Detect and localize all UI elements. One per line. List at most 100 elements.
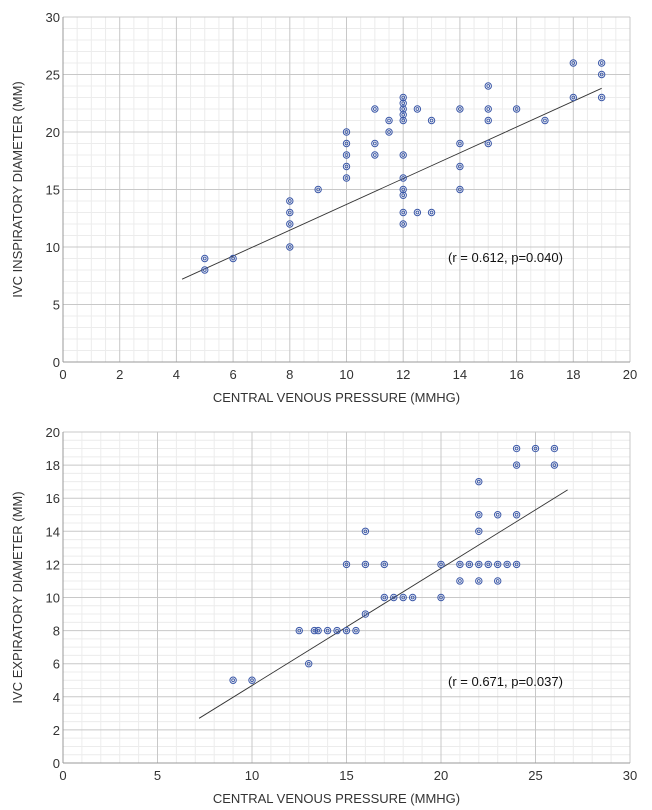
data-point [427, 116, 436, 125]
data-point [399, 191, 407, 199]
data-point [437, 593, 445, 602]
y-tick-label: 18 [46, 458, 60, 473]
y-tick-label: 20 [46, 425, 60, 440]
x-tick-label: 12 [396, 367, 410, 382]
data-point [399, 151, 407, 159]
data-point [456, 139, 464, 148]
y-tick-label: 10 [46, 591, 60, 606]
data-point [456, 162, 464, 171]
data-point [361, 527, 370, 535]
data-point [371, 139, 379, 148]
data-point [286, 208, 294, 217]
data-point [512, 560, 521, 569]
y-tick-label: 5 [53, 298, 60, 313]
data-point [286, 243, 294, 251]
data-point [342, 626, 351, 635]
data-point [390, 593, 398, 602]
x-tick-label: 2 [116, 367, 123, 382]
data-point [286, 197, 294, 205]
data-point [385, 116, 393, 125]
x-tick-label: 20 [623, 367, 637, 382]
y-tick-label: 0 [53, 355, 60, 370]
data-point [399, 185, 407, 194]
data-point [361, 610, 370, 618]
data-point [465, 560, 474, 569]
data-point [333, 626, 341, 635]
y-tick-label: 4 [53, 690, 60, 705]
correlation-annotation: (r = 0.671, p=0.037) [448, 674, 563, 689]
y-tick-label: 6 [53, 657, 60, 672]
data-point [342, 162, 351, 171]
y-tick-label: 14 [46, 524, 60, 539]
data-point [475, 577, 483, 585]
data-point [342, 139, 351, 148]
y-tick-label: 10 [46, 240, 60, 255]
data-point [456, 577, 464, 585]
data-point [305, 660, 313, 668]
data-point [201, 266, 209, 274]
data-point [550, 461, 559, 469]
data-point [385, 128, 393, 136]
data-point [512, 105, 521, 113]
x-tick-label: 25 [528, 768, 542, 783]
data-point [323, 626, 332, 635]
data-point [427, 208, 436, 217]
data-point [541, 116, 549, 125]
data-point [413, 105, 422, 113]
data-point [484, 82, 492, 90]
data-point [361, 560, 370, 569]
data-point [342, 560, 351, 569]
data-point [201, 254, 209, 263]
data-point [399, 208, 407, 217]
data-point [399, 116, 407, 125]
data-point [229, 254, 237, 263]
data-point [399, 111, 407, 119]
data-point [399, 99, 407, 107]
data-point [399, 105, 407, 113]
trend-line [181, 87, 602, 280]
x-tick-label: 10 [339, 367, 353, 382]
data-point [512, 444, 521, 453]
data-point [494, 577, 502, 585]
x-tick-label: 16 [509, 367, 523, 382]
x-tick-label: 10 [245, 768, 259, 783]
data-point [484, 560, 492, 569]
data-point [475, 560, 483, 569]
data-point [475, 477, 483, 486]
data-point [531, 444, 540, 453]
data-point [512, 461, 521, 469]
data-point [314, 185, 322, 194]
x-tick-label: 4 [173, 367, 180, 382]
data-point [399, 174, 407, 182]
x-tick-label: 15 [339, 768, 353, 783]
data-point [286, 220, 294, 228]
data-point [380, 560, 388, 569]
data-point [569, 59, 577, 67]
data-point [310, 626, 319, 635]
data-point [494, 560, 502, 569]
data-point [352, 626, 360, 635]
x-tick-label: 30 [623, 768, 637, 783]
major-grid [62, 16, 631, 363]
data-point [494, 511, 502, 519]
data-point [380, 593, 388, 602]
inspiratory-scatter-chart: 0 2 4 6 8 10 12 14 16 18 20 0 5 10 15 20 25 30 (r = 0.612,… [10, 10, 637, 405]
data-point [484, 105, 492, 113]
x-tick-label: 0 [59, 768, 66, 783]
data-point [597, 93, 606, 102]
y-tick-label: 15 [46, 183, 60, 198]
data-point [229, 676, 237, 684]
data-point [569, 93, 577, 102]
data-point [371, 151, 379, 159]
x-axis-title: CENTRAL VENOUS PRESSURE (MMHG) [213, 791, 460, 806]
y-axis-title: IVC EXPIRATORY DIAMETER (MM) [10, 491, 25, 703]
x-tick-label: 6 [229, 367, 236, 382]
y-tick-label: 16 [46, 491, 60, 506]
data-point [503, 560, 511, 569]
data-point [475, 527, 483, 535]
trend-line [198, 489, 568, 719]
y-axis-title: IVC INSPIRATORY DIAMETER (MM) [10, 81, 25, 297]
y-tick-label: 25 [46, 68, 60, 83]
data-point [399, 93, 407, 102]
data-point [314, 626, 322, 635]
